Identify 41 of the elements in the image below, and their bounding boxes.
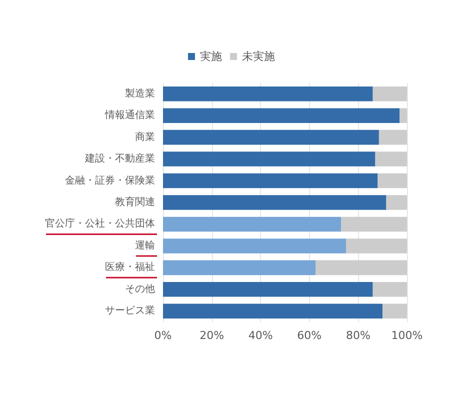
bar <box>316 260 407 276</box>
bar <box>341 216 407 232</box>
bar <box>400 108 407 123</box>
x-tick-label: 40% <box>248 329 273 342</box>
bar <box>163 238 346 254</box>
x-tick-label: 100% <box>391 329 423 342</box>
x-tick-label: 80% <box>346 329 370 342</box>
y-tick-label: 情報通信業 <box>104 109 155 122</box>
bar <box>375 152 407 166</box>
y-tick-label: 官公庁・公社・公共団体 <box>45 218 155 230</box>
bar <box>163 216 342 232</box>
y-tick-label: 製造業 <box>125 87 155 100</box>
x-tick-label: 20% <box>200 329 224 342</box>
x-tick-label: 0% <box>154 329 172 342</box>
y-tick-label: 金融・証券・保険業 <box>65 174 155 186</box>
bar <box>163 152 376 166</box>
bar <box>163 108 400 123</box>
y-tick-label: サービス業 <box>105 304 155 317</box>
bar <box>346 238 407 254</box>
legend-label: 未実施 <box>242 50 275 63</box>
y-tick-label: 医療・福祉 <box>105 261 155 274</box>
bar <box>163 130 379 145</box>
x-tick-label: 60% <box>297 329 322 342</box>
bar <box>372 86 407 102</box>
bar <box>378 173 407 188</box>
y-tick-label: その他 <box>125 282 155 295</box>
bar <box>163 173 378 188</box>
bar <box>386 195 407 210</box>
bar <box>372 282 407 297</box>
legend-label: 実施 <box>200 50 222 63</box>
y-tick-label: 建設・不動産業 <box>84 152 155 165</box>
bar <box>163 304 383 319</box>
bar <box>163 86 373 102</box>
bar <box>382 304 407 319</box>
bar <box>163 282 373 297</box>
y-tick-label: 商業 <box>135 130 155 143</box>
bar <box>378 130 407 145</box>
bar <box>163 195 386 210</box>
bar <box>163 260 316 276</box>
y-tick-label: 運輸 <box>135 239 155 252</box>
y-tick-label: 教育関連 <box>115 196 155 208</box>
